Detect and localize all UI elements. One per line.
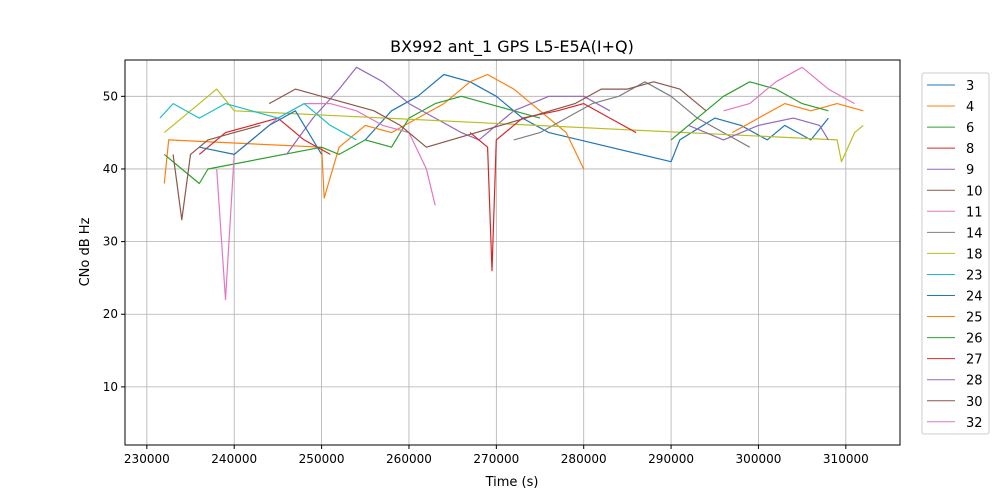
series-lines xyxy=(159,66,864,301)
x-tick-label: 270000 xyxy=(473,452,519,466)
y-tick-label: 10 xyxy=(103,380,118,394)
x-tick-label: 230000 xyxy=(124,452,170,466)
legend-label: 24 xyxy=(966,290,983,305)
x-tick-label: 250000 xyxy=(299,452,345,466)
series-line-6 xyxy=(163,95,541,185)
x-axis-label: Time (s) xyxy=(485,475,539,490)
legend-label: 14 xyxy=(966,226,983,241)
legend-label: 32 xyxy=(966,416,983,431)
y-tick-label: 30 xyxy=(103,235,118,249)
legend-label: 3 xyxy=(966,79,974,94)
legend-label: 28 xyxy=(966,374,983,389)
grid xyxy=(125,60,900,445)
series-line-14 xyxy=(513,81,750,148)
legend-label: 25 xyxy=(966,311,983,326)
series-line-32 xyxy=(723,66,855,112)
x-tick-label: 300000 xyxy=(736,452,782,466)
series-line-9 xyxy=(286,66,611,155)
x-tick-label: 290000 xyxy=(648,452,694,466)
series-line-18 xyxy=(163,88,864,163)
legend-label: 23 xyxy=(966,268,983,283)
series-line-25 xyxy=(731,102,864,134)
series-line-10 xyxy=(172,124,261,221)
series-line-4 xyxy=(163,73,585,199)
chart-title: BX992 ant_1 GPS L5-E5A(I+Q) xyxy=(390,37,634,57)
legend-label: 4 xyxy=(966,100,974,115)
x-tick-label: 280000 xyxy=(561,452,607,466)
y-tick-label: 20 xyxy=(103,307,118,321)
y-tick-label: 50 xyxy=(103,89,118,103)
plot-frame xyxy=(124,59,901,446)
legend-label: 9 xyxy=(966,163,974,178)
series-line-11 xyxy=(216,102,436,301)
legend-label: 10 xyxy=(966,184,983,199)
legend-label: 30 xyxy=(966,395,983,410)
legend-label: 6 xyxy=(966,121,974,136)
series-line-26 xyxy=(670,81,829,141)
series-line-28 xyxy=(688,117,829,141)
y-axis-ticks: 10 20 30 40 50 xyxy=(103,89,125,394)
x-tick-label: 260000 xyxy=(386,452,432,466)
legend-label: 18 xyxy=(966,247,983,262)
legend-label: 26 xyxy=(966,332,983,347)
legend-label: 11 xyxy=(966,205,983,220)
y-axis-label: CNo dB Hz xyxy=(78,217,93,286)
x-axis-ticks: 230000 240000 250000 260000 270000 280000 2900… xyxy=(124,445,869,466)
legend-label: 27 xyxy=(966,353,983,368)
series-line-30 xyxy=(268,81,707,148)
legend-label: 8 xyxy=(966,142,974,157)
series-line-23 xyxy=(159,102,357,141)
series-line-24 xyxy=(199,110,323,155)
x-tick-label: 240000 xyxy=(211,452,257,466)
legend-box xyxy=(921,72,990,435)
x-tick-label: 310000 xyxy=(823,452,869,466)
series-line-27 xyxy=(469,102,637,272)
y-tick-label: 40 xyxy=(103,162,118,176)
series-line-3 xyxy=(364,73,829,163)
legend: 3 4 6 8 9 10 11 14 18 23 24 25 26 27 28 30 32 xyxy=(921,72,990,435)
